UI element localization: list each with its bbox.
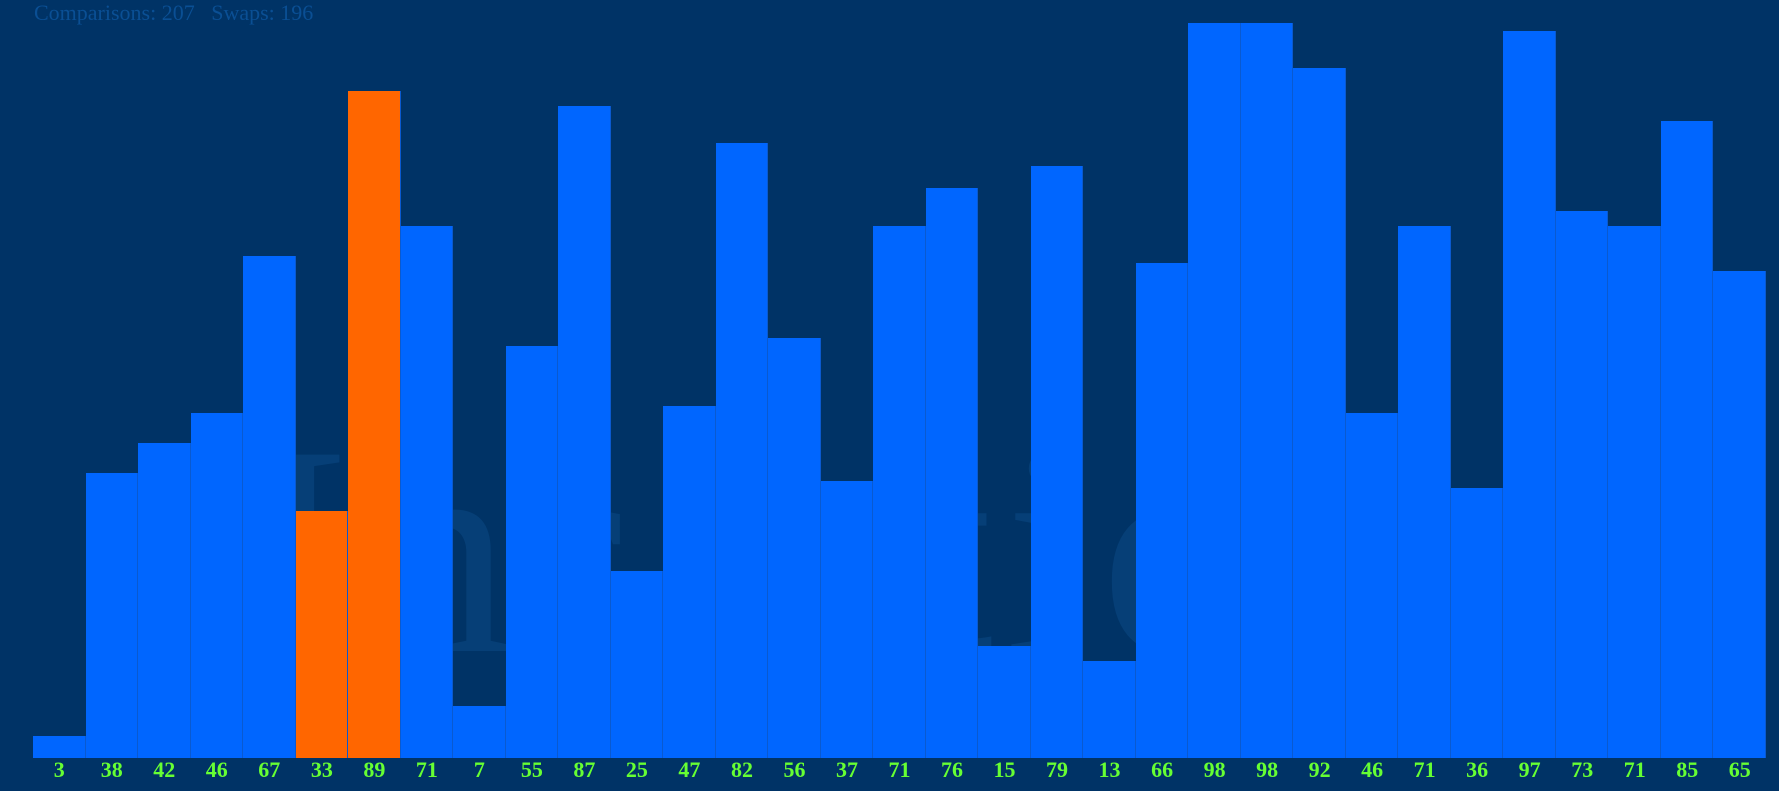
bar-22 [1188, 23, 1241, 758]
bar-value-label-0: 3 [53, 757, 65, 782]
bar-32 [1713, 270, 1766, 758]
bar-value-label-17: 76 [941, 757, 963, 782]
bar-value-label-27: 36 [1466, 757, 1489, 782]
bar-value-label-8: 7 [473, 757, 485, 782]
bar-14 [768, 338, 821, 758]
bar-value-label-32: 65 [1728, 757, 1751, 782]
stats-readout: Comparisons: 207 Swaps: 196 [34, 0, 313, 26]
bar-21 [1135, 263, 1189, 758]
bar-value-label-24: 92 [1308, 757, 1331, 782]
bar-11 [610, 570, 664, 758]
bar-value-label-5: 33 [310, 757, 333, 782]
bar-13 [715, 143, 769, 758]
bar-27 [1450, 488, 1504, 758]
swaps-label: Swaps: [211, 0, 275, 25]
bar-value-label-23: 98 [1256, 757, 1279, 782]
bar-9 [505, 345, 559, 758]
bar-6 [348, 90, 401, 758]
bar-value-label-16: 71 [888, 757, 911, 782]
bar-value-label-10: 87 [573, 757, 596, 782]
bar-value-label-29: 73 [1571, 757, 1594, 782]
bar-23 [1240, 23, 1294, 758]
bar-19 [1030, 165, 1084, 758]
bar-4 [243, 255, 296, 758]
bar-value-label-18: 15 [993, 757, 1016, 782]
bar-25 [1345, 413, 1399, 758]
comparisons-label: Comparisons: [34, 0, 157, 25]
bar-8 [453, 705, 506, 758]
bar-10 [558, 105, 611, 758]
bar-31 [1660, 120, 1714, 758]
bar-value-label-4: 67 [258, 757, 281, 782]
bar-value-label-31: 85 [1676, 757, 1699, 782]
bar-value-label-2: 42 [153, 757, 176, 782]
bar-value-label-21: 66 [1151, 757, 1174, 782]
bar-2 [138, 443, 191, 758]
bar-18 [978, 645, 1031, 758]
bar-value-label-20: 13 [1098, 757, 1121, 782]
bar-5 [295, 510, 349, 758]
bar-15 [820, 480, 874, 758]
bar-value-label-26: 71 [1413, 757, 1436, 782]
bar-17 [925, 188, 979, 758]
bar-value-label-30: 71 [1623, 757, 1646, 782]
bar-value-label-1: 38 [100, 757, 123, 782]
bar-20 [1083, 660, 1136, 758]
bar-value-label-6: 89 [363, 757, 386, 782]
bar-1 [85, 473, 138, 758]
bar-29 [1555, 210, 1609, 758]
comparisons-value: 207 [161, 0, 195, 25]
bar-value-label-14: 56 [783, 757, 806, 782]
bar-value-label-19: 79 [1046, 757, 1069, 782]
bar-7 [400, 225, 454, 758]
bar-28 [1503, 30, 1556, 758]
bar-value-label-7: 71 [415, 757, 438, 782]
bar-12 [663, 405, 716, 758]
bar-26 [1398, 225, 1451, 758]
bar-value-label-12: 47 [678, 757, 701, 782]
bar-value-label-25: 46 [1361, 757, 1384, 782]
bar-3 [190, 413, 244, 758]
bar-value-label-9: 55 [520, 757, 543, 782]
bar-16 [873, 225, 926, 758]
swaps-value: 196 [280, 0, 314, 25]
bar-0 [33, 735, 86, 758]
bar-value-label-28: 97 [1518, 757, 1541, 782]
bar-24 [1293, 68, 1346, 758]
bar-value-label-3: 46 [205, 757, 228, 782]
bar-value-label-15: 37 [835, 757, 858, 782]
bar-value-label-22: 98 [1203, 757, 1226, 782]
bar-value-label-11: 25 [625, 757, 648, 782]
bar-value-label-13: 82 [730, 757, 753, 782]
bar-30 [1608, 225, 1661, 758]
